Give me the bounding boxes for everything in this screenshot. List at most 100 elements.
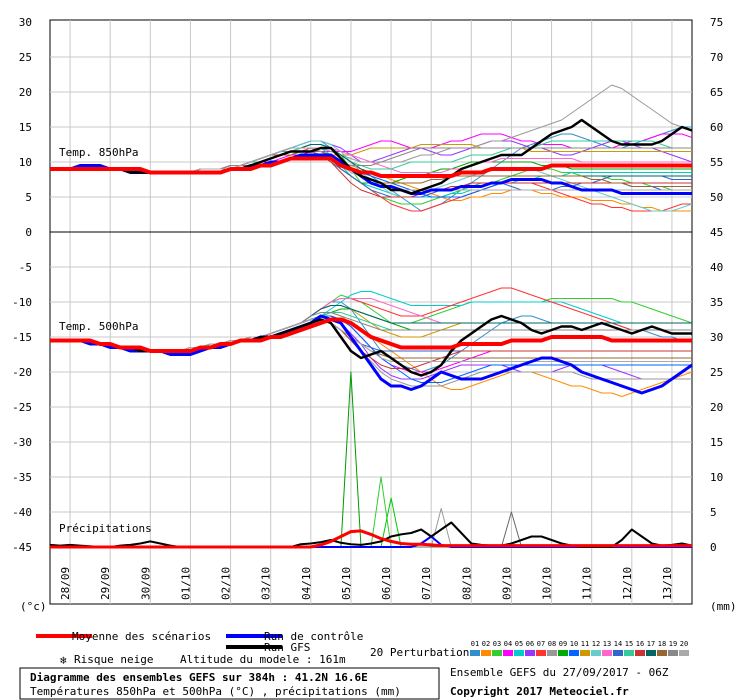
legend-label: Run de contrôle xyxy=(264,630,363,643)
y-tick-label-left: 0 xyxy=(25,226,32,239)
perturbation-color-swatch xyxy=(591,650,601,656)
y-tick-label-right: 30 xyxy=(710,331,723,344)
y-tick-label-right: 75 xyxy=(710,16,723,29)
chart-subtitle: Températures 850hPa et 500hPa (°C) , pré… xyxy=(30,685,401,698)
perturbation-color-swatch xyxy=(602,650,612,656)
y-tick-label-left: -25 xyxy=(12,401,32,414)
perturbation-number: 05 xyxy=(515,640,523,648)
perturbation-number: 01 xyxy=(471,640,479,648)
perturbation-number: 10 xyxy=(570,640,578,648)
x-tick-label: 01/10 xyxy=(179,567,192,600)
y-tick-label-left: 5 xyxy=(25,191,32,204)
perturbation-color-swatch xyxy=(657,650,667,656)
perturbation-number: 11 xyxy=(581,640,589,648)
perturbation-color-swatch xyxy=(558,650,568,656)
plot-frame xyxy=(49,19,693,605)
perturbation-number: 02 xyxy=(482,640,490,648)
x-tick-label: 13/10 xyxy=(661,567,674,600)
x-tick-label: 04/10 xyxy=(300,567,313,600)
right-unit-label: (mm) xyxy=(710,600,737,613)
y-tick-label-left: -40 xyxy=(12,506,32,519)
perturbation-number: 12 xyxy=(592,640,600,648)
perturbation-color-swatch xyxy=(569,650,579,656)
perturbation-number: 06 xyxy=(526,640,534,648)
x-tick-label: 11/10 xyxy=(581,567,594,600)
perturbation-number: 09 xyxy=(559,640,567,648)
perturbation-color-swatch xyxy=(514,650,524,656)
legend-label: Moyenne des scénarios xyxy=(72,630,211,643)
x-tick-label: 28/09 xyxy=(59,567,72,600)
y-tick-label-right: 60 xyxy=(710,121,723,134)
perturbation-color-swatch xyxy=(481,650,491,656)
y-tick-label-left: -20 xyxy=(12,366,32,379)
ensemble-mean-line-850hpa xyxy=(50,156,692,178)
panel-label-precipitation: Précipitations xyxy=(59,522,152,535)
y-tick-label-right: 20 xyxy=(710,401,723,414)
perturbation-number: 15 xyxy=(625,640,633,648)
panel-label-850hpa: Temp. 850hPa xyxy=(59,146,138,159)
y-tick-label-left: 30 xyxy=(19,16,32,29)
y-tick-label-right: 5 xyxy=(710,506,717,519)
perturbation-color-swatch xyxy=(635,650,645,656)
panel-label-500hpa: Temp. 500hPa xyxy=(59,320,138,333)
y-tick-label-left: -45 xyxy=(12,541,32,554)
perturbation-number: 16 xyxy=(636,640,644,648)
perturbation-number: 18 xyxy=(658,640,666,648)
snow-risk-label: Risque neige xyxy=(74,653,153,666)
x-tick-label: 10/10 xyxy=(541,567,554,600)
legend-label: Run GFS xyxy=(264,641,310,654)
y-tick-label-right: 10 xyxy=(710,471,723,484)
copyright-label: Copyright 2017 Meteociel.fr xyxy=(450,685,629,698)
perturbation-number: 20 xyxy=(680,640,688,648)
y-tick-label-left: -15 xyxy=(12,331,32,344)
perturbation-number: 19 xyxy=(669,640,677,648)
y-tick-label-right: 15 xyxy=(710,436,723,449)
perturbation-color-swatch xyxy=(503,650,513,656)
perturbation-color-swatch xyxy=(547,650,557,656)
perturbation-color-swatch xyxy=(668,650,678,656)
perturbation-color-swatch xyxy=(536,650,546,656)
x-tick-label: 03/10 xyxy=(260,567,273,600)
altitude-label: Altitude du modele : 161m xyxy=(180,653,346,666)
perturbation-number: 03 xyxy=(493,640,501,648)
x-tick-label: 07/10 xyxy=(420,567,433,600)
y-tick-label-right: 55 xyxy=(710,156,723,169)
x-tick-label: 02/10 xyxy=(220,567,233,600)
x-tick-label: 05/10 xyxy=(340,567,353,600)
perturbations-legend-label: 20 Perturbations xyxy=(370,646,476,659)
y-tick-label-right: 65 xyxy=(710,86,723,99)
y-tick-label-right: 50 xyxy=(710,191,723,204)
left-unit-label: (°c) xyxy=(20,600,47,613)
y-tick-label-right: 0 xyxy=(710,541,717,554)
perturbation-number: 14 xyxy=(614,640,622,648)
run-info-label: Ensemble GEFS du 27/09/2017 - 06Z xyxy=(450,666,669,679)
perturbation-color-swatch xyxy=(613,650,623,656)
snowflake-icon: ❄ xyxy=(60,654,67,667)
y-tick-label-left: 20 xyxy=(19,86,32,99)
perturbation-color-swatch xyxy=(580,650,590,656)
perturbation-color-swatch xyxy=(624,650,634,656)
y-tick-label-left: 15 xyxy=(19,121,32,134)
y-tick-label-left: -30 xyxy=(12,436,32,449)
x-tick-label: 08/10 xyxy=(460,567,473,600)
chart-title: Diagramme des ensembles GEFS sur 384h : … xyxy=(30,671,368,684)
y-tick-label-left: -10 xyxy=(12,296,32,309)
y-tick-label-left: 10 xyxy=(19,156,32,169)
perturbation-color-swatch xyxy=(492,650,502,656)
y-tick-label-right: 40 xyxy=(710,261,723,274)
perturbation-number: 07 xyxy=(537,640,545,648)
ensemble-mean-line-precip xyxy=(50,529,692,549)
y-tick-label-right: 70 xyxy=(710,51,723,64)
y-tick-label-right: 35 xyxy=(710,296,723,309)
ensemble-mean-line-500hpa xyxy=(50,317,692,353)
perturbation-color-swatch xyxy=(646,650,656,656)
perturbation-number: 08 xyxy=(548,640,556,648)
y-tick-label-right: 25 xyxy=(710,366,723,379)
x-tick-label: 06/10 xyxy=(380,567,393,600)
perturbation-number: 13 xyxy=(603,640,611,648)
y-tick-label-right: 45 xyxy=(710,226,723,239)
x-tick-label: 09/10 xyxy=(500,567,513,600)
title-box xyxy=(19,667,440,700)
y-tick-label-left: -35 xyxy=(12,471,32,484)
